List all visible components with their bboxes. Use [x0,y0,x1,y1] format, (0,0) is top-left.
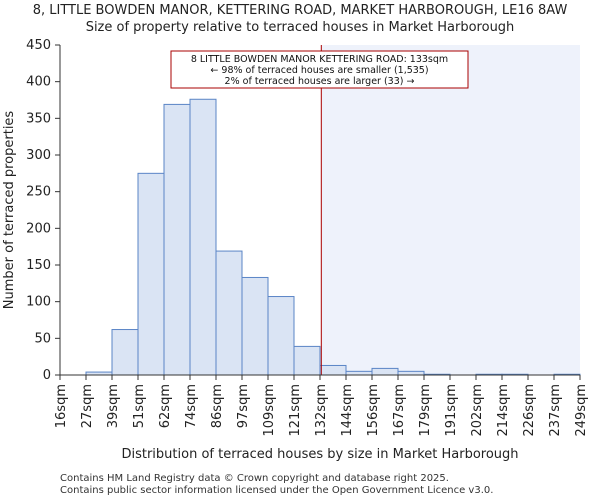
bar-132sqm [319,364,347,376]
bar-62sqm [163,103,191,376]
x-tick-label: 86sqm [210,384,225,428]
x-tick-label: 167sqm [392,384,407,437]
x-tick-label: 51sqm [132,384,147,428]
chart-subtitle: Size of property relative to terraced ho… [85,20,515,35]
x-tick-label: 27sqm [80,384,95,428]
bar-86sqm [215,250,243,376]
x-tick-label: 144sqm [340,384,355,437]
annotation-line-2: ← 98% of terraced houses are smaller (1,… [210,65,428,76]
x-tick-label: 16sqm [54,384,69,428]
x-axis-label: Distribution of terraced houses by size … [121,447,518,462]
bar-109sqm [267,296,295,376]
x-tick-label: 226sqm [522,384,537,437]
bars-group [85,98,581,376]
x-tick-label: 74sqm [184,384,199,428]
annotation-box: 8 LITTLE BOWDEN MANOR KETTERING ROAD: 13… [170,50,469,89]
x-tick-label: 121sqm [288,384,303,437]
x-tick-label: 202sqm [470,384,485,437]
x-tick-label: 132sqm [314,384,329,437]
y-axis: 0 50 100 150 200 250 300 350 400 450 [26,38,60,383]
x-tick-label: 179sqm [418,384,433,437]
x-tick-label: 62sqm [158,384,173,428]
x-tick-label: 237sqm [548,384,563,437]
bar-167sqm [397,370,425,376]
x-tick-label: 156sqm [366,384,381,437]
annotation-line-1: 8 LITTLE BOWDEN MANOR KETTERING ROAD: 13… [191,54,448,65]
annotation-frame [170,50,469,89]
y-tick-label: 0 [43,368,51,383]
x-tick-label: 109sqm [262,384,277,437]
x-tick-label: 97sqm [236,384,251,428]
y-tick-label: 350 [26,111,51,126]
y-axis-label: Number of terraced properties [2,111,17,310]
bar-97sqm [241,276,269,376]
x-tick-label: 214sqm [496,384,511,437]
y-tick-label: 400 [26,75,51,90]
x-tick-label: 249sqm [574,384,589,437]
x-axis: 16sqm 27sqm 39sqm 51sqm 62sqm 74sqm 86sqm 97sqm… [54,375,589,437]
bar-156sqm [371,367,399,376]
y-tick-label: 250 [26,185,51,200]
bar-39sqm [111,329,139,376]
x-tick-label: 39sqm [106,384,121,428]
y-tick-label: 100 [26,295,51,310]
y-tick-label: 150 [26,258,51,273]
y-tick-label: 450 [26,38,51,53]
bar-51sqm [137,172,165,376]
bar-144sqm [345,370,373,376]
footer-line-1: Contains HM Land Registry data © Crown c… [60,473,449,484]
annotation-line-3: 2% of terraced houses are larger (33) → [225,76,415,87]
x-tick-label: 191sqm [444,384,459,437]
y-tick-label: 50 [34,331,51,346]
footer-line-2: Contains public sector information licen… [60,485,494,496]
y-tick-label: 200 [26,221,51,236]
y-tick-label: 300 [26,148,51,163]
bar-121sqm [293,345,321,376]
chart-title: 8, LITTLE BOWDEN MANOR, KETTERING ROAD, … [32,3,568,18]
larger-region-shade [321,45,580,375]
bar-74sqm [189,98,217,376]
